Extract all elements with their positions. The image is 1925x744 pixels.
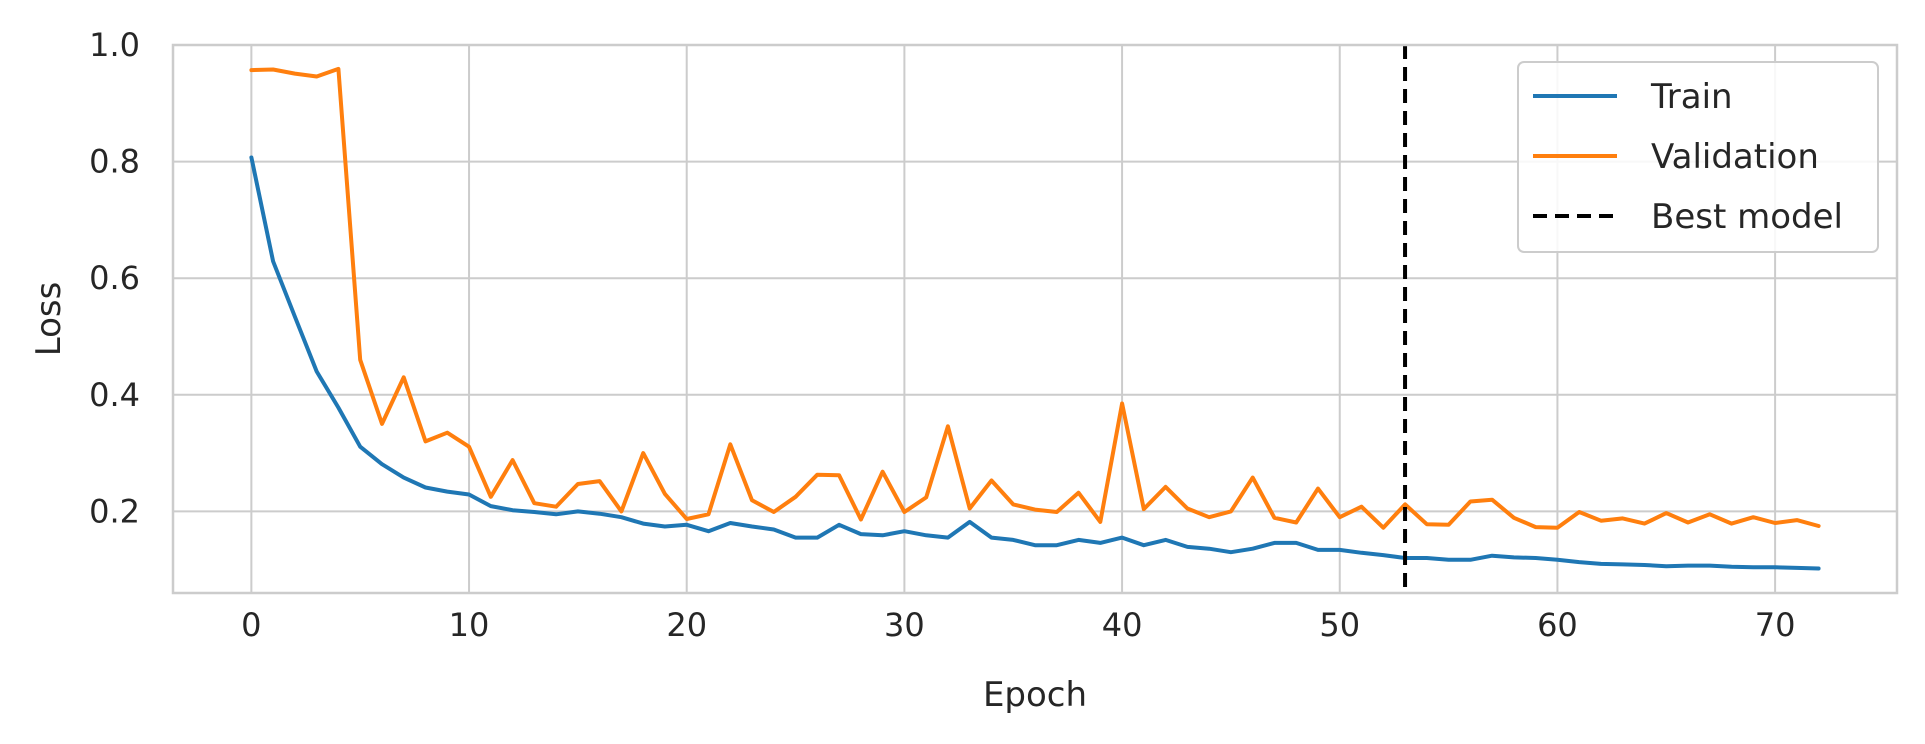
legend: Train Validation Best model (1517, 61, 1879, 253)
x-tick-label: 50 (1319, 606, 1360, 644)
legend-label-validation: Validation (1651, 137, 1819, 177)
y-tick-label: 0.6 (89, 259, 140, 297)
x-tick-label: 40 (1102, 606, 1143, 644)
x-axis-title: Epoch (983, 675, 1087, 715)
legend-box (1517, 61, 1879, 253)
series-layer (249, 66, 1821, 571)
x-tick-label: 70 (1755, 606, 1796, 644)
x-tick-label: 60 (1537, 606, 1578, 644)
y-axis-title: Loss (29, 282, 69, 357)
x-axis-ticks: 0 10 20 30 40 50 60 70 (241, 606, 1795, 644)
series-line-validation (249, 66, 1821, 530)
y-tick-label: 0.2 (89, 492, 140, 530)
x-tick-label: 30 (884, 606, 925, 644)
x-tick-label: 20 (666, 606, 707, 644)
legend-label-best-model: Best model (1651, 197, 1843, 237)
y-axis-ticks: 0.2 0.4 0.6 0.8 1.0 (89, 26, 140, 530)
y-tick-label: 1.0 (89, 26, 140, 64)
x-tick-label: 10 (449, 606, 490, 644)
y-tick-label: 0.8 (89, 143, 140, 181)
plot-frame (171, 43, 1899, 595)
legend-label-train: Train (1650, 77, 1733, 117)
series-line-train (249, 155, 1821, 571)
y-tick-label: 0.4 (89, 376, 140, 414)
x-tick-label: 0 (241, 606, 261, 644)
